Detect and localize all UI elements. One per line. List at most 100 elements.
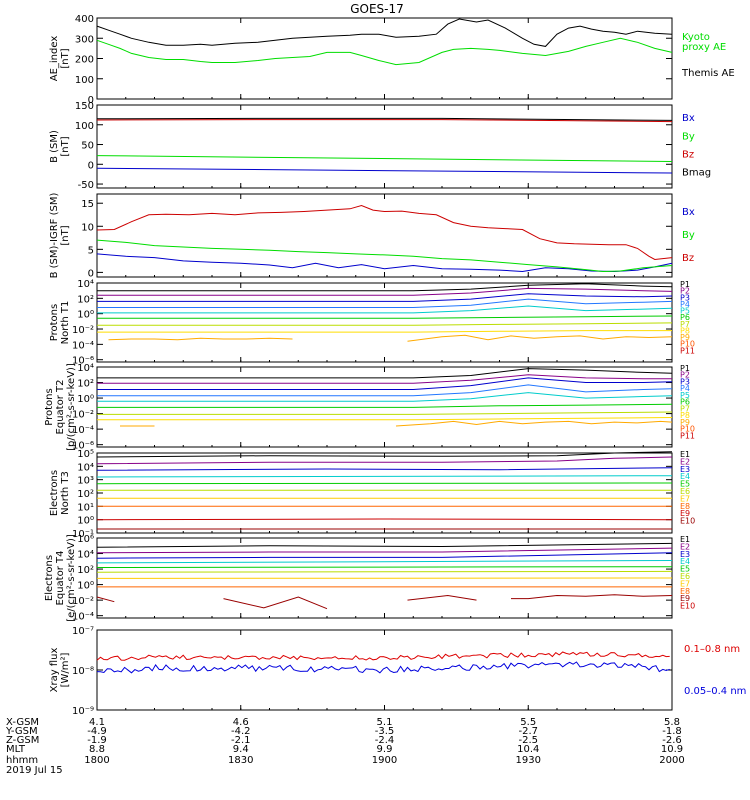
series-line-e3 <box>96 552 673 559</box>
panel-frame <box>96 104 673 189</box>
y-axis-label: Equator T4 <box>55 551 66 606</box>
y-tick-label: 10⁶ <box>77 534 94 545</box>
series-line-bz <box>96 204 673 261</box>
y-tick-label: 10⁻² <box>72 410 94 421</box>
y-axis-label: AE_index <box>49 36 60 82</box>
legend-e10: E10 <box>680 602 695 611</box>
y-tick-label: 10¹ <box>77 502 94 513</box>
series-line-p8 <box>97 417 673 421</box>
series-line-p1 <box>97 283 673 292</box>
series-line-p2 <box>97 374 672 384</box>
legend-e6: E6 <box>680 487 690 496</box>
y-tick-label: 10² <box>77 294 94 305</box>
panel-frame <box>96 452 673 534</box>
series-line-e9 <box>407 594 477 601</box>
legend-e4: E4 <box>680 557 690 566</box>
series-line-p5 <box>97 305 673 314</box>
panel-protons_north: 10⁻⁶ 10⁻⁴ 10⁻² 10⁰ 10² 10⁴ Protons North T1 P1P2… <box>49 279 695 367</box>
y-tick-label: 10⁻⁴ <box>72 340 94 351</box>
legend-e2: E2 <box>680 457 690 466</box>
series-line-p1 <box>97 368 673 379</box>
y-tick-label: 10⁴ <box>77 462 94 473</box>
y-tick-label: 50 <box>81 141 94 152</box>
series-line-e1 <box>96 451 673 458</box>
row-label-x-gsm: X-GSM <box>6 717 39 728</box>
series-line-bx <box>96 253 673 273</box>
y-axis-label: Electrons <box>49 470 60 516</box>
series-line-themis-ae <box>96 18 673 47</box>
legend-e10: E10 <box>680 517 695 526</box>
legend-p7: P7 <box>680 404 690 413</box>
row-value: 1900 <box>372 755 397 766</box>
series-line-e9 <box>96 596 115 603</box>
y-axis-label: B (SM)-IGRF (SM) <box>49 193 60 279</box>
row-value: -2.7 <box>518 726 538 737</box>
y-tick-label: 100 <box>75 75 94 86</box>
legend-p1: P1 <box>680 364 690 373</box>
row-label-z-gsm: Z-GSM <box>6 735 39 746</box>
legend-e5: E5 <box>680 565 690 574</box>
y-tick-label: 10⁴ <box>77 363 94 374</box>
y-tick-label: 10² <box>77 379 94 390</box>
legend-p11: P11 <box>680 346 695 355</box>
series-line-p3 <box>97 377 673 390</box>
series-line-by <box>96 239 673 273</box>
row-value: -2.5 <box>518 735 538 746</box>
legend-bz: Bz <box>682 253 694 264</box>
legend-bx: Bx <box>682 113 695 124</box>
y-tick-label: 10³ <box>77 476 94 487</box>
y-tick-label: 200 <box>75 55 94 66</box>
y-tick-label: 10⁵ <box>77 449 94 460</box>
series-line-p3 <box>97 293 673 302</box>
legend-p10: P10 <box>680 425 695 434</box>
row-value: 4.6 <box>233 717 249 728</box>
legend-p2: P2 <box>680 371 690 380</box>
y-axis-label: North T3 <box>60 471 71 515</box>
series-line-p6 <box>97 315 673 319</box>
y-tick-label: 10⁰ <box>77 581 94 592</box>
legend-e3: E3 <box>680 550 690 559</box>
legend-bmag: Bmag <box>682 167 711 178</box>
y-tick-label: 10⁻⁴ <box>72 425 94 436</box>
panel-xray: 10⁻⁹ 10⁻⁸ 10⁻⁷ Xray flux [W/m²] 0.1–0.8 nm 0.0… <box>49 626 746 717</box>
y-tick-label: 10⁻⁹ <box>72 706 94 717</box>
panel-frame <box>96 629 673 711</box>
legend-p2: P2 <box>680 287 690 296</box>
row-value: 10.9 <box>661 744 683 755</box>
series-line-0-05-0-4-nm <box>96 661 670 674</box>
y-tick-label: 10⁴ <box>77 279 94 290</box>
legend-p5: P5 <box>680 307 690 316</box>
row-value: 8.8 <box>89 744 105 755</box>
legend-p11: P11 <box>680 431 695 440</box>
row-label-y-gsm: Y-GSM <box>5 726 38 737</box>
series-line-e4 <box>96 560 673 564</box>
y-tick-label: 5 <box>88 245 94 256</box>
y-tick-label: 10⁴ <box>77 550 94 561</box>
panel-frame <box>96 17 673 100</box>
panel-protons_equator: 10⁻⁶ 10⁻⁴ 10⁻² 10⁰ 10² 10⁴ Protons Equator T2 [p… <box>44 363 695 452</box>
series-line-bx <box>96 167 673 174</box>
y-axis-label: B (SM) <box>49 130 60 163</box>
y-axis-label: [nT] <box>60 225 71 245</box>
y-axis-label: Electrons <box>44 555 55 601</box>
series-line-kyoto-proxy-ae <box>96 37 673 66</box>
row-value: -1.8 <box>662 726 682 737</box>
series-line-p4 <box>97 298 673 308</box>
series-line-bz <box>96 119 673 123</box>
y-axis-label: [W/m²] <box>60 652 71 687</box>
panel-bigrf: 0 5 10 15 B (SM)-IGRF (SM) [nT] Bx By Bz <box>49 193 695 280</box>
legend-e8: E8 <box>680 502 690 511</box>
legend-kyoto-proxy-ae: Kyoto <box>682 32 710 43</box>
series-line-p9 <box>407 334 673 342</box>
row-value: 5.8 <box>664 717 680 728</box>
legend-kyoto-proxy-ae: proxy AE <box>682 42 726 53</box>
row-value: 9.4 <box>233 744 249 755</box>
y-tick-label: 0 <box>88 268 94 279</box>
row-value: 5.5 <box>520 717 536 728</box>
series-line-p7 <box>97 411 673 415</box>
y-tick-label: 10⁻² <box>72 325 94 336</box>
y-tick-label: -50 <box>78 180 94 191</box>
y-tick-label: 0 <box>88 95 94 106</box>
series-line-e9 <box>223 596 328 610</box>
series-line-p8 <box>97 330 672 333</box>
